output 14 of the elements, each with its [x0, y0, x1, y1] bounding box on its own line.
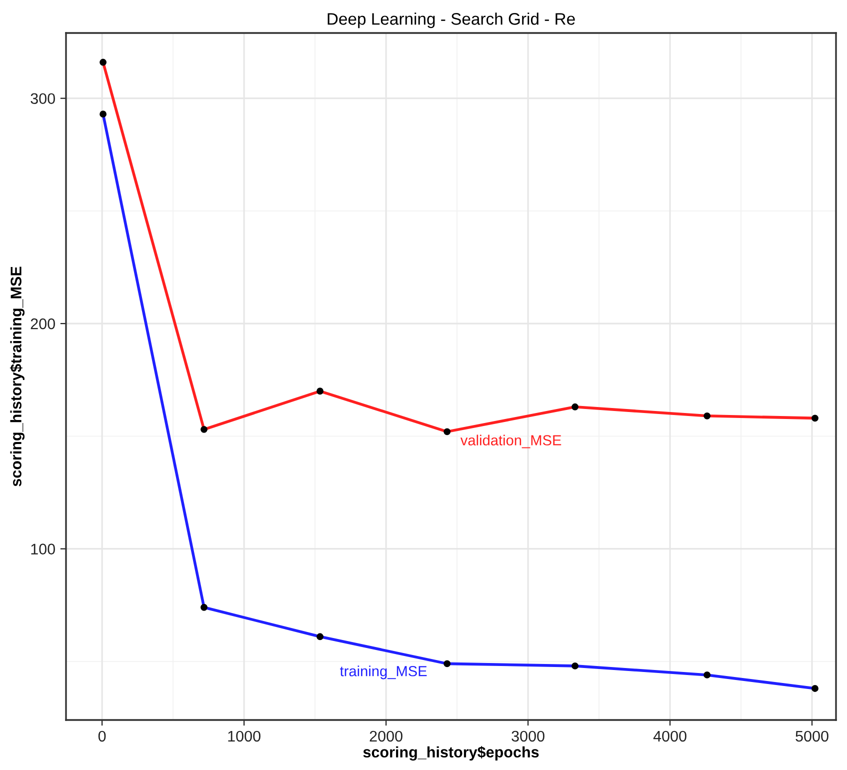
x-tick-label: 2000	[370, 730, 402, 742]
y-tick-label: 300	[30, 93, 55, 104]
x-tick-label: 1000	[228, 730, 260, 742]
y-axis-title: scoring_history$training_MSE	[10, 266, 25, 486]
x-tick-label: 5000	[796, 730, 828, 742]
y-tick-label: 100	[31, 544, 55, 554]
chart-title: Deep Learning - Search Grid - Re	[328, 12, 575, 28]
series-label: validation_MSE	[460, 434, 562, 448]
series-label: training_MSE	[340, 666, 427, 680]
y-tick-label: 200	[30, 318, 55, 330]
x-tick-label: 0	[98, 730, 106, 742]
x-tick-label: 4000	[653, 730, 686, 742]
x-tick-label: 3000	[512, 730, 544, 742]
x-axis-title: scoring_history$epochs	[363, 746, 539, 761]
